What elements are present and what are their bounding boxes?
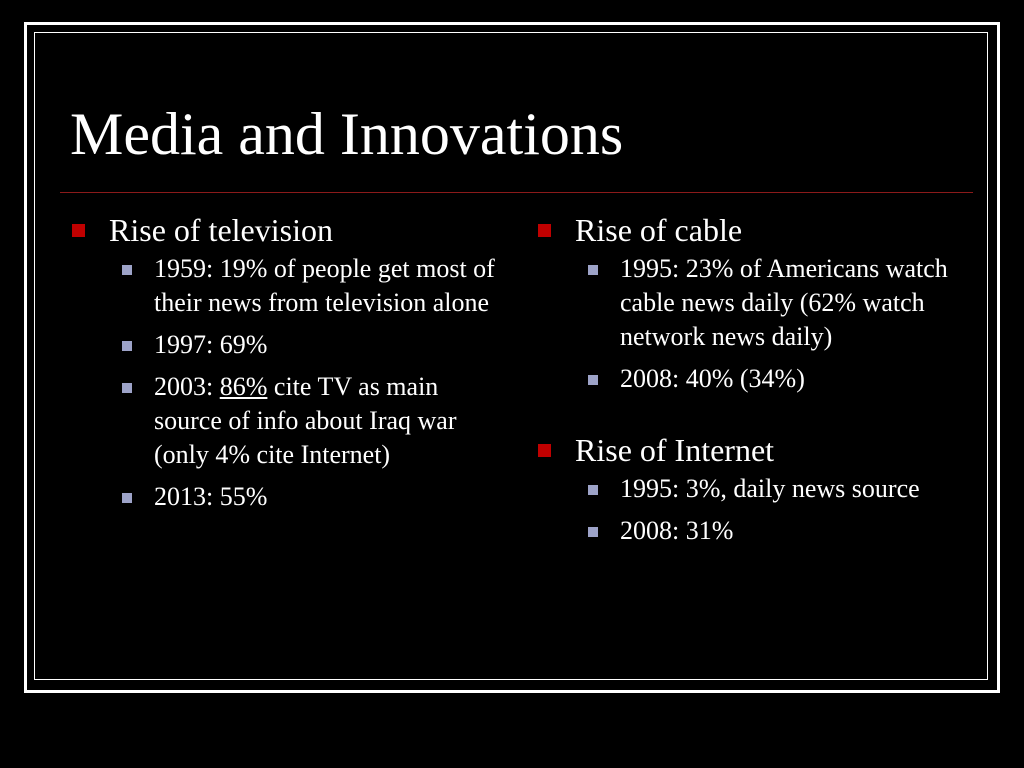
left-column: Rise of television 1959: 19% of people g… (72, 210, 502, 522)
bullet-rise-of-internet: Rise of Internet (538, 430, 958, 470)
slide-frame-outer (24, 22, 1000, 693)
sub-bullet-text: 1995: 3%, daily news source (620, 474, 920, 503)
square-sub-bullet-icon (122, 383, 132, 393)
bullet-rise-of-television: Rise of television (72, 210, 502, 250)
bullet-rise-of-cable: Rise of cable (538, 210, 958, 250)
sub-bullet-2003: 2003: 86% cite TV as main source of info… (122, 370, 502, 472)
sub-bullet-text-post: cite TV as main source of info about Ira… (154, 372, 457, 469)
sub-bullet-1959: 1959: 19% of people get most of their ne… (122, 252, 502, 320)
sub-bullet-text: 2008: 40% (34%) (620, 364, 805, 393)
sub-bullet-cable-1995: 1995: 23% of Americans watch cable news … (588, 252, 958, 354)
square-sub-bullet-icon (588, 265, 598, 275)
sub-bullet-text: 1995: 23% of Americans watch cable news … (620, 254, 948, 351)
square-sub-bullet-icon (122, 265, 132, 275)
bullet-heading: Rise of television (109, 212, 333, 248)
square-sub-bullet-icon (122, 493, 132, 503)
sub-bullet-text: 2013: 55% (154, 482, 268, 511)
sub-bullet-text: 2003: 86% cite TV as main source of info… (154, 370, 502, 472)
sub-bullet-cable-2008: 2008: 40% (34%) (588, 362, 958, 396)
square-bullet-icon (72, 224, 85, 237)
square-bullet-icon (538, 444, 551, 457)
sub-bullet-text: 1959: 19% of people get most of their ne… (154, 254, 495, 317)
title-divider (60, 192, 973, 193)
slide-title: Media and Innovations (70, 101, 624, 167)
sub-bullet-internet-2008: 2008: 31% (588, 514, 958, 548)
sub-bullet-text: 2008: 31% (620, 516, 734, 545)
sub-bullet-2013: 2013: 55% (122, 480, 502, 514)
underlined-figure: 86% (219, 372, 268, 401)
square-sub-bullet-icon (122, 341, 132, 351)
sub-bullet-text-pre: 2003: (154, 372, 220, 401)
sub-bullet-1997: 1997: 69% (122, 328, 502, 362)
bullet-heading: Rise of cable (575, 212, 743, 248)
square-sub-bullet-icon (588, 485, 598, 495)
slide-frame-inner (34, 32, 988, 680)
square-sub-bullet-icon (588, 527, 598, 537)
group-spacer (538, 404, 958, 430)
square-sub-bullet-icon (588, 375, 598, 385)
sub-bullet-internet-1995: 1995: 3%, daily news source (588, 472, 958, 506)
sub-bullet-text: 1997: 69% (154, 330, 268, 359)
square-bullet-icon (538, 224, 551, 237)
right-column: Rise of cable 1995: 23% of Americans wat… (538, 210, 958, 556)
bullet-heading: Rise of Internet (575, 432, 775, 468)
